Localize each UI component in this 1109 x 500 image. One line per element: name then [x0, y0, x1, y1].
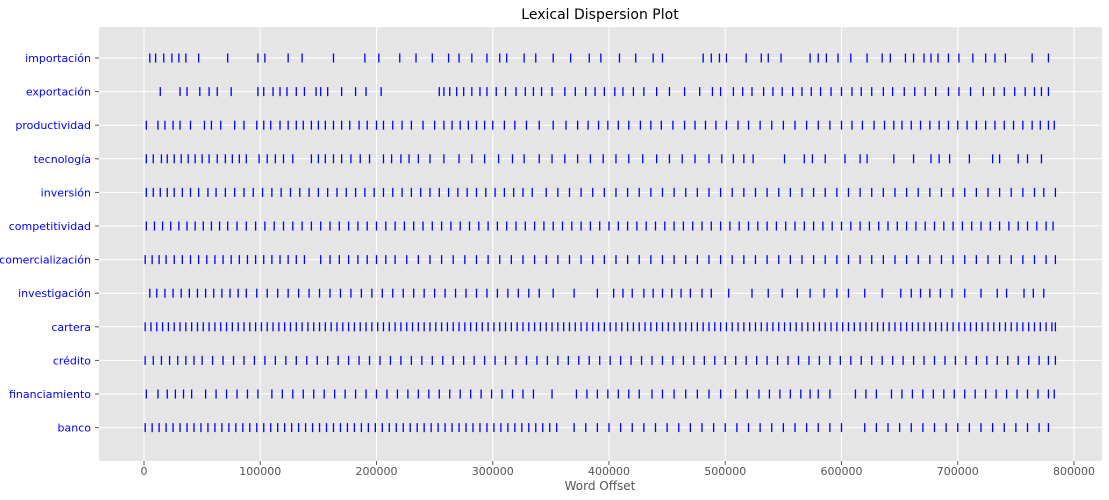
category-label: investigación	[18, 287, 91, 300]
series-10	[144, 355, 1057, 365]
category-label: financiamiento	[9, 388, 91, 401]
series-4	[145, 154, 1043, 164]
x-tick-label: 200000	[356, 465, 398, 478]
chart-title: Lexical Dispersion Plot	[521, 7, 679, 23]
series-1	[149, 53, 1050, 63]
series-8	[149, 288, 1045, 298]
category-label: productividad	[15, 119, 91, 132]
category-label: comercialización	[0, 254, 91, 267]
dispersion-marks	[144, 53, 1057, 433]
category-label: cartera	[51, 321, 91, 334]
category-label: tecnología	[34, 153, 91, 166]
x-tick-label: 300000	[472, 465, 514, 478]
x-tick-label: 500000	[704, 465, 746, 478]
category-label: importación	[25, 52, 91, 65]
plot-background	[99, 27, 1102, 461]
category-labels: importación exportación productividad tecno…	[0, 52, 99, 435]
series-9	[144, 322, 1057, 332]
category-label: banco	[58, 422, 92, 435]
category-label: crédito	[53, 354, 91, 367]
category-label: exportación	[26, 86, 91, 99]
x-axis-label: Word Offset	[565, 479, 636, 493]
x-tick-label: 100000	[239, 465, 281, 478]
series-12	[144, 423, 1050, 433]
series-5	[145, 187, 1057, 197]
x-axis-ticks: 0 100000 200000 300000 400000 500000 600000 700…	[141, 461, 1095, 478]
series-3	[145, 120, 1055, 130]
series-2	[159, 87, 1050, 97]
x-tick-label: 0	[141, 465, 148, 478]
series-6	[145, 221, 1054, 231]
category-label: inversión	[41, 186, 91, 199]
category-label: competitividad	[9, 220, 91, 233]
x-tick-label: 600000	[821, 465, 863, 478]
x-tick-label: 700000	[937, 465, 979, 478]
x-tick-label: 800000	[1053, 465, 1095, 478]
series-7	[144, 255, 1057, 265]
x-tick-label: 400000	[588, 465, 630, 478]
series-11	[145, 389, 1055, 399]
